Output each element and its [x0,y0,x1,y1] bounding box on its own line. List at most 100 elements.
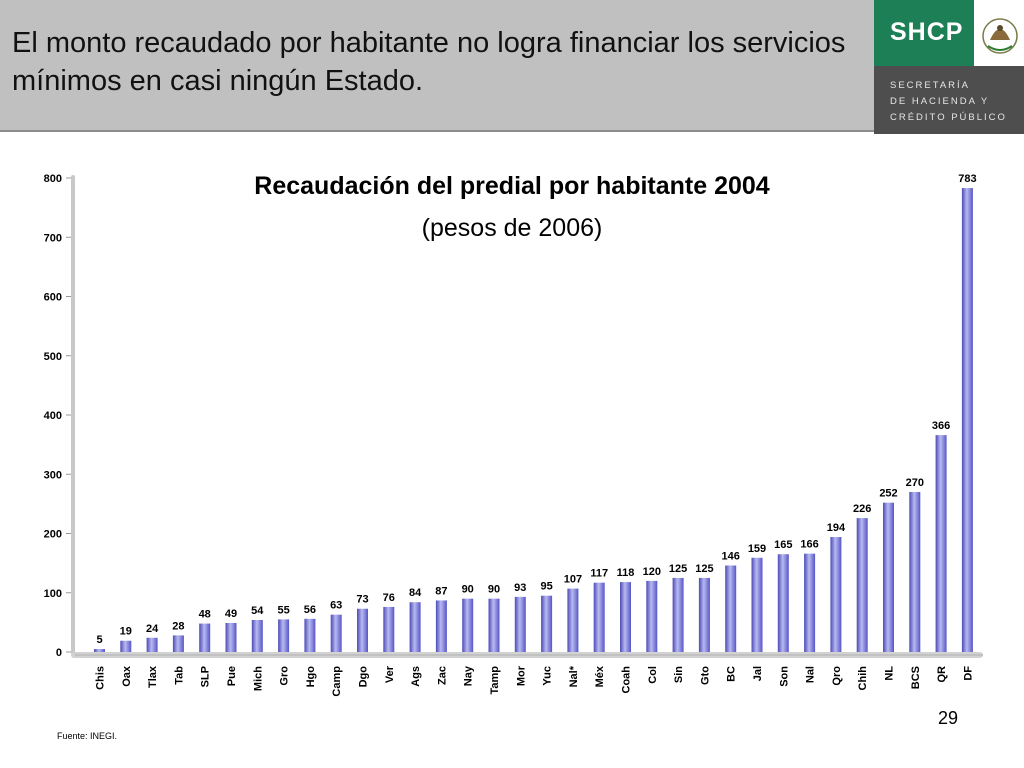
bar [304,618,316,652]
category-label: Ver [384,665,396,683]
data-label: 24 [146,623,159,635]
bar [488,598,500,652]
y-tick-label: 600 [44,292,62,304]
y-tick-label: 500 [44,351,62,363]
category-label: Tab [173,666,185,685]
data-label: 270 [906,477,924,489]
data-label: 166 [800,539,818,551]
data-label: 76 [383,592,395,604]
data-label: 117 [590,568,608,580]
data-label: 56 [304,604,316,616]
shcp-org-name: SECRETARÍA DE HACIENDA Y CRÉDITO PÚBLICO [890,78,1015,126]
bar [278,619,290,652]
bar [146,637,158,652]
data-label: 252 [879,488,897,500]
bar [541,595,553,652]
y-tick-label: 100 [44,588,62,600]
bar [830,537,842,652]
category-label: Hgo [305,666,317,688]
category-label: SLP [200,666,212,687]
category-label: Oax [121,665,133,687]
category-label: Gro [279,666,291,686]
source-note: Fuente: INEGI. [57,731,118,741]
chart-bars: 5 Chis 19 Oax 24 Tlax 28 Tab 48 SLP 49 Pue 54 Mich 55 G… [94,173,977,697]
data-label: 146 [722,550,740,562]
data-label: 125 [695,563,713,575]
category-label: Jal [752,666,764,681]
bar [567,588,579,652]
category-label: QR [936,666,948,683]
category-label: Dgo [358,666,370,688]
org-line-2: DE HACIENDA Y [890,96,990,107]
bar [199,623,211,652]
bar [172,635,184,652]
slide-headline: El monto recaudado por habitante no logr… [12,27,846,97]
category-label: Sin [673,666,685,683]
bar [593,582,605,652]
data-label: 55 [277,604,289,616]
category-label: Nal* [568,665,580,687]
category-label: Mor [515,665,527,686]
category-label: Zac [436,666,448,685]
coat-of-arms-box [974,0,1024,66]
shcp-logo-text: SHCP [890,18,964,46]
data-label: 226 [853,503,871,515]
data-label: 5 [96,634,102,646]
org-line-3: CRÉDITO PÚBLICO [890,112,1007,123]
bar [883,502,894,652]
bar [961,188,973,652]
data-label: 84 [409,587,422,599]
bar [94,649,105,652]
category-label: Ags [410,666,422,687]
y-axis-line [71,175,75,655]
category-label: Tlax [147,665,159,688]
category-label: Coah [621,666,633,694]
chart-subtitle: (pesos de 2006) [422,214,603,242]
data-label: 125 [669,563,687,575]
bar [856,518,868,652]
bar [725,565,737,652]
bar [357,608,368,652]
chart-axes: 0 100 200 300 400 500 600 700 800 [44,173,983,659]
data-label: 48 [199,609,211,621]
data-label: 19 [120,626,132,638]
category-label: Pue [226,666,238,686]
bar [383,606,395,652]
y-tick-label: 700 [44,232,62,244]
org-line-1: SECRETARÍA [890,80,971,91]
data-label: 54 [251,605,264,617]
data-label: 118 [617,567,635,579]
category-label: Chis [95,666,107,690]
data-label: 783 [958,173,976,185]
bar [751,557,763,652]
bar [330,614,342,652]
y-tick-label: 800 [44,173,62,185]
category-label: Qro [831,666,843,686]
bar [251,620,263,652]
bar [120,640,132,652]
data-label: 87 [435,585,447,597]
data-label: 107 [564,574,582,586]
category-label: Son [778,666,790,687]
category-label: Yuc [542,666,554,686]
bar [935,435,947,652]
bar [620,582,631,652]
data-label: 159 [748,543,766,555]
bar [646,580,658,652]
header-band: El monto recaudado por habitante no logr… [0,0,874,132]
bar [435,600,447,652]
category-label: Col [647,666,659,684]
coat-of-arms-icon [982,18,1018,54]
data-label: 90 [462,584,474,596]
data-label: 95 [540,581,552,593]
data-label: 90 [488,584,500,596]
bar [225,622,237,652]
bar [409,602,421,652]
data-label: 93 [514,582,526,594]
category-label: Méx [594,665,606,687]
category-label: BCS [910,666,922,689]
bar [672,577,684,652]
category-label: Camp [331,666,343,697]
y-tick-label: 300 [44,469,62,481]
category-label: Gto [699,666,711,685]
